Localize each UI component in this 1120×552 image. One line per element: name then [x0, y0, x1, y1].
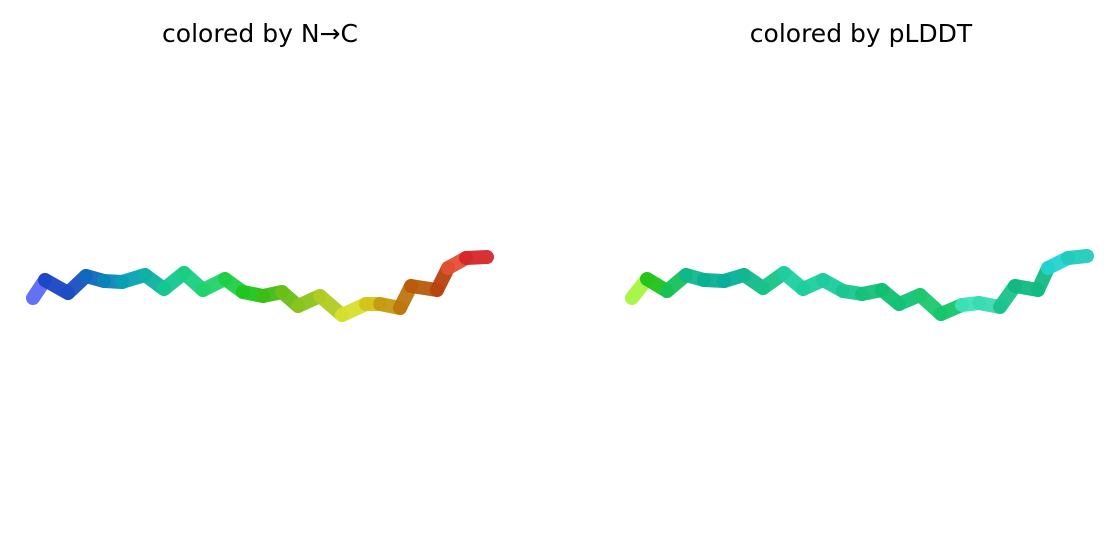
- panel-title-n-to-c: colored by N→C: [162, 19, 358, 48]
- backbone-trace-n-to-c: [26, 250, 494, 322]
- backbone-trace-plddt: [625, 249, 1094, 321]
- backbone-segment: [1061, 249, 1094, 265]
- backbone-segment: [459, 250, 494, 265]
- panel-title-plddt: colored by pLDDT: [750, 19, 973, 48]
